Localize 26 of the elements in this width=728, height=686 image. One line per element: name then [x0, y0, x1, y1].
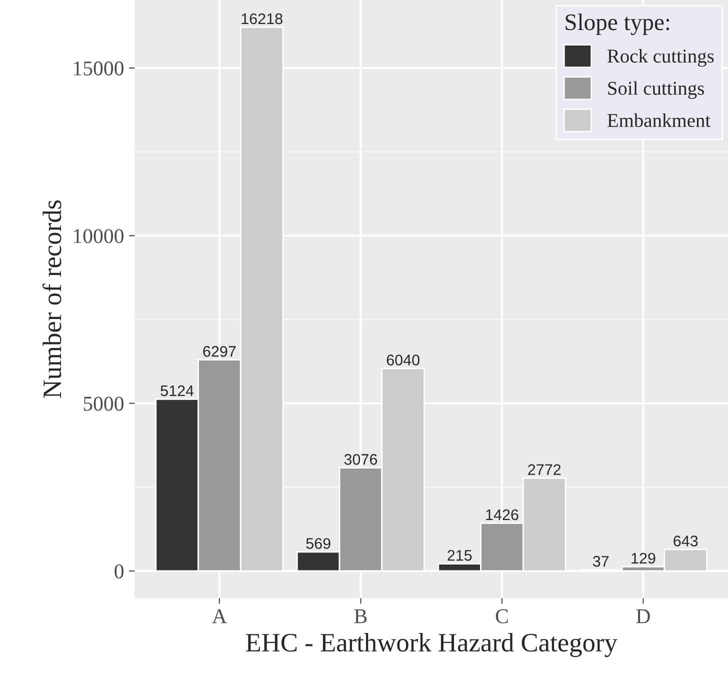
y-tick-label: 0: [114, 564, 124, 578]
data-label: 129: [632, 552, 656, 564]
data-label: 6040: [386, 354, 420, 366]
legend-title: Slope type:: [566, 14, 670, 36]
data-label: 16218: [242, 13, 282, 24]
y-axis-title: Number of records: [42, 200, 62, 398]
x-axis-title: EHC - Earthwork Hazard Category: [246, 633, 618, 658]
y-tick-label: 10000: [74, 229, 124, 244]
y-tick-label: 5000: [84, 396, 124, 411]
data-label: 1426: [486, 509, 518, 520]
x-tick-label: A: [212, 609, 227, 624]
y-tick-label: 15000: [74, 61, 124, 76]
data-label: 37: [592, 556, 609, 567]
x-tick-label: B: [354, 609, 367, 624]
data-label: 2772: [528, 464, 561, 475]
data-label: 643: [674, 536, 698, 546]
x-tick-label: D: [636, 609, 650, 624]
legend-label: Embankment: [607, 113, 710, 128]
data-label: 5124: [160, 385, 194, 396]
x-tick-label: C: [496, 609, 508, 624]
data-label: 3076: [344, 454, 378, 465]
legend-label: Soil cuttings: [608, 81, 704, 99]
data-label: 6297: [203, 346, 236, 357]
data-label: 569: [306, 538, 330, 549]
data-label: 215: [448, 550, 472, 561]
legend-label: Rock cuttings: [607, 49, 714, 67]
